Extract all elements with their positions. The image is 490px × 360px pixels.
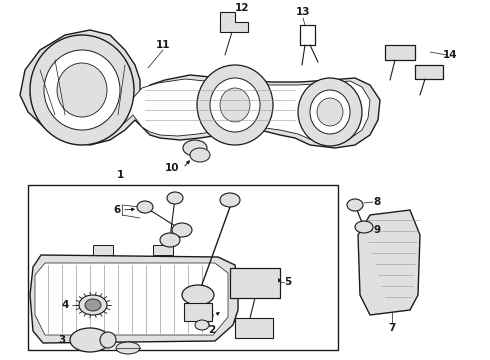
Ellipse shape: [183, 140, 207, 156]
Ellipse shape: [116, 342, 140, 354]
Bar: [415, 65, 443, 79]
Text: 2: 2: [208, 325, 216, 335]
Ellipse shape: [172, 223, 192, 237]
Polygon shape: [35, 263, 228, 335]
Ellipse shape: [137, 201, 153, 213]
Ellipse shape: [182, 285, 214, 305]
Text: 13: 13: [296, 7, 310, 17]
Text: 12: 12: [235, 3, 249, 13]
Bar: [230, 268, 280, 298]
Text: 1: 1: [117, 170, 123, 180]
Polygon shape: [220, 12, 248, 32]
Text: 8: 8: [373, 197, 381, 207]
Text: 6: 6: [113, 205, 121, 215]
Polygon shape: [30, 255, 238, 343]
Text: 9: 9: [373, 225, 381, 235]
Ellipse shape: [195, 320, 209, 330]
Ellipse shape: [160, 233, 180, 247]
Ellipse shape: [298, 78, 362, 146]
Ellipse shape: [310, 90, 350, 134]
Bar: [235, 318, 273, 338]
Ellipse shape: [79, 295, 107, 315]
Polygon shape: [20, 30, 380, 148]
Ellipse shape: [220, 88, 250, 122]
Bar: [184, 303, 212, 321]
Text: 3: 3: [58, 335, 66, 345]
Text: 5: 5: [284, 277, 292, 287]
Text: 10: 10: [165, 163, 179, 173]
Bar: [153, 245, 173, 255]
Ellipse shape: [190, 148, 210, 162]
Bar: [385, 45, 415, 60]
Ellipse shape: [30, 35, 134, 145]
Ellipse shape: [210, 78, 260, 132]
Ellipse shape: [70, 328, 110, 352]
Ellipse shape: [167, 192, 183, 204]
Ellipse shape: [197, 65, 273, 145]
Text: 14: 14: [442, 50, 457, 60]
Text: 6: 6: [206, 310, 214, 320]
Ellipse shape: [85, 299, 101, 311]
Text: 11: 11: [156, 40, 170, 50]
Text: 7: 7: [388, 323, 396, 333]
Polygon shape: [30, 40, 370, 142]
Text: 4: 4: [61, 300, 69, 310]
Ellipse shape: [347, 199, 363, 211]
Bar: [28, 185, 338, 350]
Ellipse shape: [44, 50, 120, 130]
Ellipse shape: [57, 63, 107, 117]
Ellipse shape: [100, 332, 116, 348]
Ellipse shape: [317, 98, 343, 126]
Ellipse shape: [355, 221, 373, 233]
Polygon shape: [358, 210, 420, 315]
Ellipse shape: [220, 193, 240, 207]
Bar: [93, 245, 113, 255]
